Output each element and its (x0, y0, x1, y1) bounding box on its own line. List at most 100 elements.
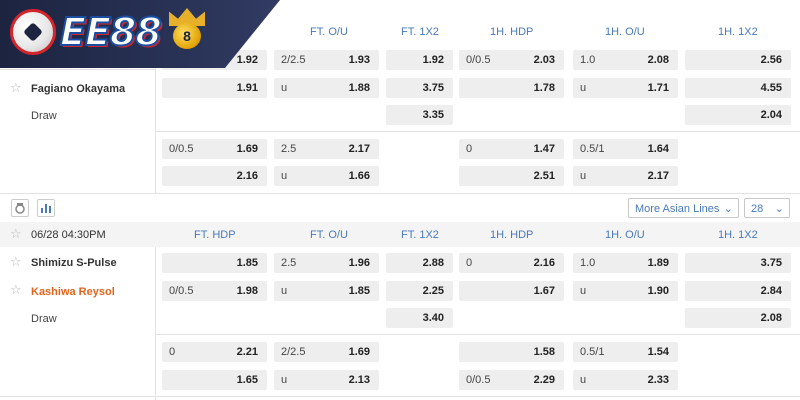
match-datetime: 06/28 04:30PM (31, 229, 106, 241)
odds-cell-ft-ou[interactable]: 2.5 1.96 (274, 253, 379, 273)
header-ft-ou: FT. O/U (310, 26, 348, 38)
chevron-down-icon: ⌄ (774, 203, 784, 215)
odds-value: 2.04 (760, 109, 782, 121)
odds-value: 1.58 (533, 346, 555, 358)
odds-value: 4.55 (760, 82, 782, 94)
odds-value: 2.17 (647, 170, 669, 182)
odds-cell-ft-ou[interactable]: u 2.13 (274, 370, 379, 390)
stats-chart-icon[interactable] (37, 199, 55, 217)
odds-value: 1.69 (236, 143, 258, 155)
odds-value: 3.40 (422, 312, 444, 324)
match2-header-band (0, 222, 800, 247)
odds-cell-1h-hdp[interactable]: 2.51 (459, 166, 564, 186)
odds-cell-ft-1x2-draw[interactable]: 3.35 (386, 105, 453, 125)
odds-cell-1h-1x2[interactable]: 2.84 (685, 281, 791, 301)
odds-cell-1h-1x2-draw[interactable]: 2.04 (685, 105, 791, 125)
odds-cell-ft-hdp[interactable]: 0 2.21 (162, 342, 267, 362)
chevron-down-icon: ⌄ (723, 203, 733, 215)
odds-value: 2.16 (236, 170, 258, 182)
star-icon[interactable]: ☆ (10, 282, 22, 297)
odds-cell-ft-hdp[interactable]: 0/0.5 1.69 (162, 139, 267, 159)
odds-value: 3.35 (422, 109, 444, 121)
divider (0, 396, 800, 397)
odds-cell-1h-1x2-draw[interactable]: 2.08 (685, 308, 791, 328)
odds-value: 1.78 (533, 82, 555, 94)
odds-value: 1.66 (348, 170, 370, 182)
divider (155, 247, 156, 400)
odds-value: 1.47 (533, 143, 555, 155)
odds-cell-1h-ou[interactable]: 1.0 1.89 (573, 253, 678, 273)
away-team-name: Kashiwa Reysol (31, 286, 115, 298)
odds-cell-1h-hdp[interactable]: 1.58 (459, 342, 564, 362)
draw-label: Draw (31, 110, 57, 122)
crown-icon: 8 (165, 8, 209, 49)
odds-cell-1h-ou[interactable]: 1.0 2.08 (573, 50, 678, 70)
odds-cell-1h-1x2[interactable]: 2.56 (685, 50, 791, 70)
header-1h-ou: 1H. O/U (605, 229, 645, 241)
odds-value: 1.71 (647, 82, 669, 94)
odds-value: 1.92 (422, 54, 444, 66)
header-ft-1x2: FT. 1X2 (401, 229, 439, 241)
odds-cell-ft-1x2[interactable]: 2.25 (386, 281, 453, 301)
soccer-ball-icon (10, 9, 56, 55)
odds-value: 2.16 (533, 257, 555, 269)
odds-cell-ft-ou[interactable]: u 1.85 (274, 281, 379, 301)
odds-value: 1.85 (348, 285, 370, 297)
odds-cell-1h-ou[interactable]: u 1.71 (573, 78, 678, 98)
header-1h-1x2: 1H. 1X2 (718, 26, 758, 38)
odds-value: 2.13 (348, 374, 370, 386)
odds-value: 2.88 (422, 257, 444, 269)
odds-cell-1h-hdp[interactable]: 0/0.5 2.03 (459, 50, 564, 70)
odds-cell-ft-ou[interactable]: u 1.88 (274, 78, 379, 98)
star-icon[interactable]: ☆ (10, 254, 22, 269)
odds-cell-1h-hdp[interactable]: 0 2.16 (459, 253, 564, 273)
divider (155, 334, 800, 335)
odds-cell-ft-ou[interactable]: 2/2.5 1.69 (274, 342, 379, 362)
odds-cell-ft-ou[interactable]: u 1.66 (274, 166, 379, 186)
odds-value: 1.64 (647, 143, 669, 155)
odds-cell-ft-hdp[interactable]: 0/0.5 1.98 (162, 281, 267, 301)
odds-cell-ft-ou[interactable]: 2/2.5 1.93 (274, 50, 379, 70)
header-ft-1x2: FT. 1X2 (401, 26, 439, 38)
odds-cell-1h-1x2[interactable]: 3.75 (685, 253, 791, 273)
odds-cell-ft-1x2[interactable]: 2.88 (386, 253, 453, 273)
header-ft-ou: FT. O/U (310, 229, 348, 241)
odds-cell-ft-1x2-draw[interactable]: 3.40 (386, 308, 453, 328)
odds-value: 1.85 (236, 257, 258, 269)
odds-value: 2.84 (760, 285, 782, 297)
odds-cell-ft-hdp[interactable]: 1.85 (162, 253, 267, 273)
brand-logo: EE88 (59, 9, 163, 55)
divider (0, 193, 800, 194)
header-1h-hdp: 1H. HDP (490, 229, 534, 241)
odds-value: 3.75 (760, 257, 782, 269)
scoreboard-icon[interactable] (11, 199, 29, 217)
odds-cell-1h-hdp[interactable]: 1.78 (459, 78, 564, 98)
star-icon[interactable]: ☆ (10, 80, 22, 95)
odds-cell-1h-ou[interactable]: u 2.17 (573, 166, 678, 186)
odds-cell-1h-ou[interactable]: 0.5/1 1.64 (573, 139, 678, 159)
odds-value: 1.92 (236, 54, 258, 66)
odds-cell-ft-ou[interactable]: 2.5 2.17 (274, 139, 379, 159)
odds-value: 1.90 (647, 285, 669, 297)
odds-value: 1.93 (348, 54, 370, 66)
odds-cell-1h-hdp[interactable]: 0/0.5 2.29 (459, 370, 564, 390)
line-count-dropdown[interactable]: 28 ⌄ (744, 198, 790, 218)
odds-cell-1h-ou[interactable]: u 2.33 (573, 370, 678, 390)
odds-cell-1h-ou[interactable]: u 1.90 (573, 281, 678, 301)
odds-cell-ft-1x2[interactable]: 1.92 (386, 50, 453, 70)
more-asian-lines-dropdown[interactable]: More Asian Lines ⌄ (628, 198, 739, 218)
draw-label: Draw (31, 313, 57, 325)
odds-cell-ft-hdp[interactable]: 2.16 (162, 166, 267, 186)
odds-cell-ft-hdp[interactable]: 1.91 (162, 78, 267, 98)
odds-value: 3.75 (422, 82, 444, 94)
odds-cell-ft-hdp[interactable]: 1.65 (162, 370, 267, 390)
odds-cell-1h-hdp[interactable]: 1.67 (459, 281, 564, 301)
star-icon[interactable]: ☆ (10, 226, 22, 241)
odds-cell-1h-ou[interactable]: 0.5/1 1.54 (573, 342, 678, 362)
odds-value: 1.88 (348, 82, 370, 94)
odds-cell-1h-hdp[interactable]: 0 1.47 (459, 139, 564, 159)
odds-value: 1.65 (236, 374, 258, 386)
brand-logo-banner: EE88 8 (0, 0, 280, 68)
odds-cell-ft-1x2[interactable]: 3.75 (386, 78, 453, 98)
odds-cell-1h-1x2[interactable]: 4.55 (685, 78, 791, 98)
